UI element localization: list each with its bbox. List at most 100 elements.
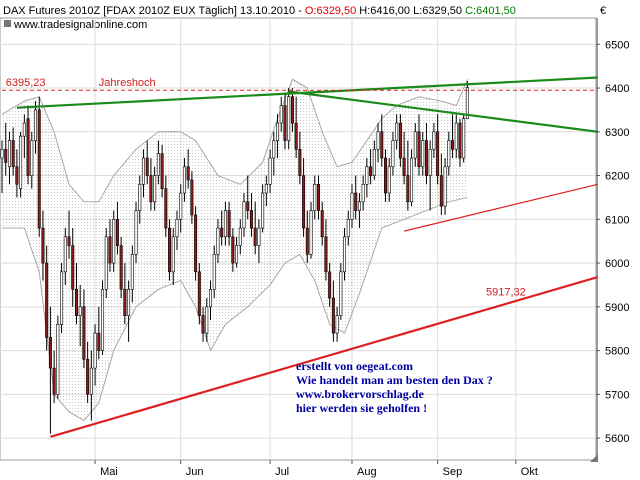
candle — [138, 175, 142, 224]
candle — [451, 114, 455, 159]
candle-body — [86, 359, 90, 395]
candle — [447, 131, 451, 176]
candle — [67, 210, 71, 259]
candle-body — [346, 219, 350, 238]
candle-body — [220, 227, 224, 238]
website-row: www.tradesignalonline.com — [4, 19, 147, 31]
candle-body — [406, 175, 410, 203]
red-short-trend — [403, 183, 598, 232]
candle — [22, 114, 26, 159]
candle — [249, 193, 253, 237]
candle — [108, 219, 112, 272]
candle-body — [156, 153, 160, 176]
candle — [436, 114, 440, 185]
candle-body — [190, 179, 194, 216]
candle — [168, 219, 172, 281]
candle — [34, 101, 38, 154]
candle-body — [410, 157, 414, 203]
candle-body — [350, 192, 354, 220]
candle-body — [149, 175, 153, 203]
candle — [149, 158, 153, 211]
candle-body — [175, 219, 179, 238]
candle — [101, 280, 105, 355]
y-tick-label: 5600 — [605, 433, 629, 445]
candle-body — [115, 219, 119, 246]
candle-body — [56, 324, 60, 395]
candle — [290, 88, 294, 132]
candle-body — [60, 271, 64, 325]
candle-body — [376, 131, 380, 150]
candle — [223, 201, 227, 246]
candle — [212, 245, 216, 299]
level-5917: 5917,32 — [486, 286, 526, 298]
candle — [458, 118, 462, 167]
candle-body — [246, 201, 250, 211]
candle — [376, 123, 380, 163]
candle — [242, 193, 246, 237]
candle — [406, 140, 410, 211]
candle-body — [19, 135, 23, 189]
x-tick-label: Aug — [357, 466, 377, 478]
candle-body — [112, 219, 116, 264]
candle — [395, 114, 399, 150]
candle-body — [302, 175, 306, 229]
candle — [261, 184, 265, 233]
y-tick-label: 5900 — [605, 302, 629, 314]
resize-grip[interactable] — [590, 454, 598, 462]
candle-body — [71, 245, 75, 290]
candle-body — [164, 188, 168, 229]
candle-body — [238, 227, 242, 246]
candle-body — [171, 236, 175, 273]
candle — [380, 114, 384, 167]
candle — [313, 175, 317, 220]
candle-body — [458, 122, 462, 159]
candle-body — [37, 109, 41, 229]
candle — [238, 219, 242, 255]
candle — [153, 166, 157, 211]
x-tick-label: Sep — [443, 466, 463, 478]
candle — [216, 219, 220, 264]
candle-body — [63, 236, 67, 273]
resize-grip-icon[interactable] — [590, 454, 598, 462]
candle-body — [231, 236, 235, 264]
candle — [235, 236, 239, 268]
candle — [276, 114, 280, 159]
annotation-block: erstellt von oegeat.com Wie handelt man … — [296, 359, 493, 415]
candle-body — [447, 140, 451, 168]
candle — [410, 149, 414, 207]
candle-body — [130, 254, 134, 290]
candle-body — [30, 140, 34, 176]
candle — [130, 245, 134, 303]
band-lower-line — [2, 196, 468, 422]
candle-body — [97, 332, 101, 351]
candle — [227, 201, 231, 246]
website-label: www.tradesignalonline.com — [13, 19, 147, 31]
candle-body — [313, 183, 317, 211]
candle-body — [294, 122, 298, 150]
candle — [11, 127, 15, 176]
candle-body — [67, 236, 71, 246]
candle-body — [268, 157, 272, 185]
candle-body — [369, 166, 373, 176]
candle — [305, 210, 309, 264]
candle — [272, 131, 276, 176]
candle-body — [141, 157, 145, 185]
candle — [97, 306, 101, 360]
candle — [89, 350, 93, 421]
header-high-low: H:6416,00 L:6329,50 — [356, 5, 465, 17]
candle-body — [104, 236, 108, 290]
candle — [443, 158, 447, 215]
candle-body — [138, 183, 142, 211]
level-labels: 6395,23 Jahreshoch 5917,32 — [6, 77, 526, 298]
candle — [365, 158, 369, 198]
candle-body — [465, 87, 469, 119]
candle — [119, 236, 123, 299]
candle — [160, 144, 164, 198]
candle-body — [343, 236, 347, 273]
band-upper-line — [1, 78, 468, 203]
candle-body — [227, 210, 231, 238]
candle-body — [216, 227, 220, 255]
candle-body — [261, 192, 265, 229]
annotation-line-3: www.brokervorschlag.de — [296, 387, 424, 401]
candle-body — [298, 148, 302, 176]
